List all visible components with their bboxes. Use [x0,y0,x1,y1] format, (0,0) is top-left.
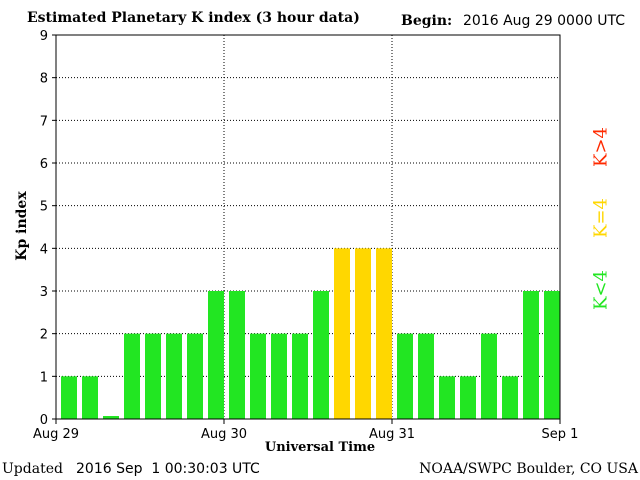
begin-value: 2016 Aug 29 0000 UTC [463,13,625,29]
y-tick-label: 4 [40,242,48,257]
y-axis-label: Kp index [14,191,30,261]
kp-bar [334,248,350,419]
bars-group [61,248,560,419]
y-tick-label: 1 [40,370,48,385]
kp-bar [418,333,434,419]
kp-bar [355,248,371,419]
plot-frame [55,34,561,420]
kp-bar [145,333,161,419]
legend-k-above-4: K>4 [590,127,612,167]
kp-bar [271,333,287,419]
kp-bar [208,291,224,419]
chart-title: Estimated Planetary K index (3 hour data… [27,10,360,26]
y-tick-label: 6 [40,157,48,172]
x-axis-ticks: Aug 29 Aug 30 Aug 31 Sep 1 [33,419,578,442]
y-tick-label: 5 [40,200,48,215]
kp-bar [313,291,329,419]
kp-bar [502,376,518,419]
kp-bar [82,376,98,419]
kp-bar [229,291,245,419]
source-credit: NOAA/SWPC Boulder, CO USA [419,461,638,477]
y-tick-label: 8 [40,72,48,87]
x-axis-label: Universal Time [264,440,376,455]
x-tick-label: Aug 31 [369,427,415,442]
kp-bar [397,333,413,419]
legend-k-below-4: K<4 [590,270,612,310]
updated-label: Updated [2,461,63,477]
kp-bar [250,333,266,419]
y-tick-label: 2 [40,328,48,343]
kp-bar [187,333,203,419]
y-tick-label: 9 [40,29,48,44]
kp-bar [376,248,392,419]
kp-bar [439,376,455,419]
kp-bar [166,333,182,419]
x-tick-label: Aug 30 [201,427,247,442]
legend-k-equal-4: K=4 [590,198,612,238]
y-tick-label: 7 [40,114,48,129]
kp-bar [460,376,476,419]
x-tick-label: Sep 1 [542,427,579,442]
kp-bar [544,291,560,419]
y-tick-label: 3 [40,285,48,300]
updated-timestamp: 2016 Sep 1 00:30:03 UTC [76,461,260,477]
y-tick-label: 0 [40,413,48,428]
kp-bar [481,333,497,419]
kp-bar [61,376,77,419]
kp-bar [292,333,308,419]
y-axis-ticks: 0 1 2 3 4 5 6 7 8 9 [40,29,56,428]
kp-bar [103,416,119,419]
kp-bar [124,333,140,419]
begin-label: Begin: [401,13,453,29]
kp-bar [523,291,539,419]
x-tick-label: Aug 29 [33,427,79,442]
